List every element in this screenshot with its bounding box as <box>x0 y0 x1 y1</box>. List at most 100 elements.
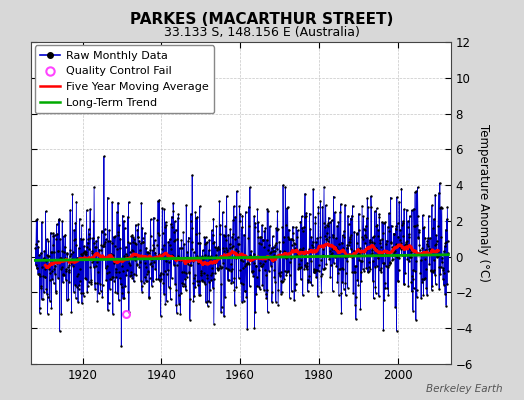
Point <box>189 258 197 264</box>
Point <box>242 294 250 300</box>
Point <box>356 258 365 264</box>
Point <box>148 282 156 289</box>
Point <box>155 196 163 203</box>
Point <box>140 274 149 280</box>
Point <box>158 230 167 236</box>
Point <box>436 204 445 210</box>
Point <box>217 281 225 287</box>
Point <box>211 244 220 250</box>
Point <box>334 248 342 254</box>
Point <box>254 234 263 240</box>
Point <box>187 261 195 268</box>
Point <box>222 193 231 199</box>
Point <box>43 310 52 317</box>
Point <box>294 264 303 271</box>
Point <box>40 248 48 254</box>
Point <box>387 240 395 246</box>
Point <box>108 240 117 246</box>
Point <box>174 292 183 298</box>
Point <box>226 226 234 232</box>
Point <box>389 252 397 258</box>
Point <box>70 237 79 244</box>
Point <box>357 258 366 265</box>
Point <box>117 284 126 290</box>
Point <box>98 294 106 300</box>
Point <box>113 246 121 252</box>
Point <box>348 252 357 258</box>
Point <box>82 207 91 213</box>
Point <box>217 309 225 315</box>
Point <box>196 239 204 246</box>
Point <box>381 285 389 291</box>
Point <box>207 277 215 284</box>
Point <box>296 265 304 271</box>
Point <box>298 247 306 253</box>
Point <box>219 245 227 252</box>
Point <box>401 270 409 276</box>
Point <box>366 251 375 258</box>
Point <box>151 255 160 262</box>
Point <box>278 224 287 231</box>
Point <box>397 240 405 246</box>
Point <box>398 244 406 251</box>
Point <box>265 242 274 248</box>
Point <box>312 274 320 280</box>
Point <box>284 234 292 240</box>
Point <box>100 241 108 248</box>
Point <box>406 246 414 253</box>
Point <box>212 223 221 229</box>
Point <box>107 255 116 262</box>
Point <box>257 263 265 270</box>
Point <box>370 208 379 215</box>
Point <box>58 264 66 270</box>
Point <box>302 213 310 220</box>
Point <box>318 204 326 210</box>
Point <box>61 276 70 283</box>
Point <box>354 251 362 257</box>
Point <box>342 252 351 259</box>
Point <box>270 267 278 274</box>
Point <box>286 259 294 266</box>
Point <box>215 230 224 237</box>
Point <box>290 254 298 260</box>
Point <box>124 289 133 296</box>
Point <box>315 262 323 268</box>
Point <box>356 245 364 252</box>
Point <box>340 234 348 240</box>
Point <box>216 263 224 269</box>
Point <box>232 284 241 290</box>
Point <box>280 234 289 240</box>
Point <box>50 249 59 255</box>
Point <box>149 247 157 253</box>
Point <box>164 238 172 245</box>
Point <box>153 242 161 248</box>
Point <box>234 241 242 247</box>
Point <box>384 292 392 298</box>
Point <box>184 269 193 275</box>
Point <box>293 252 302 258</box>
Point <box>183 274 191 280</box>
Point <box>285 236 293 242</box>
Point <box>57 255 65 262</box>
Point <box>271 298 280 305</box>
Point <box>399 220 407 226</box>
Point <box>270 244 278 250</box>
Point <box>77 235 85 242</box>
Point <box>399 233 408 239</box>
Point <box>130 236 139 242</box>
Point <box>48 268 56 274</box>
Point <box>67 259 75 266</box>
Point <box>153 216 161 223</box>
Point <box>154 276 162 282</box>
Point <box>335 209 344 216</box>
Point <box>282 271 290 278</box>
Point <box>279 182 287 188</box>
Point <box>418 276 426 282</box>
Point <box>220 313 228 320</box>
Point <box>49 230 57 236</box>
Point <box>423 250 432 256</box>
Point <box>421 246 430 253</box>
Point <box>246 184 254 191</box>
Point <box>377 268 386 275</box>
Point <box>138 225 147 231</box>
